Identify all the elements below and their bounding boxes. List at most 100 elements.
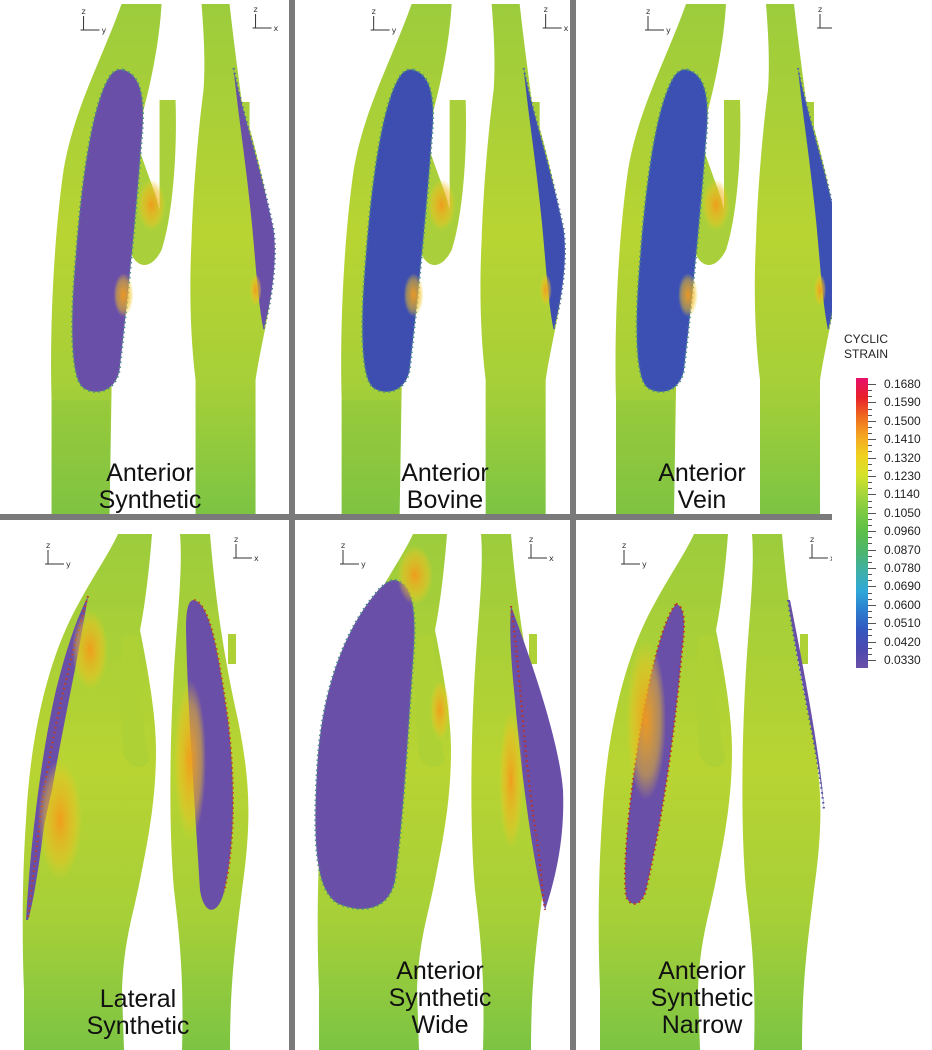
- axis-triad-icon: zy: [340, 541, 366, 569]
- vessel-lower-section: [616, 400, 674, 514]
- axis-triad-icon: zx: [809, 535, 832, 563]
- graft-occluder: [28, 596, 88, 920]
- legend-minor-tick: [868, 482, 872, 484]
- legend-tick-label: 0.1050: [884, 505, 921, 520]
- suture-line: [786, 599, 826, 811]
- legend-tick-label: 0.1320: [884, 450, 921, 465]
- label-line: Synthetic: [98, 486, 202, 514]
- suture-line: [522, 67, 566, 331]
- label-line: Anterior: [396, 957, 484, 985]
- strain-hotspot: [499, 710, 523, 850]
- legend-minor-tick: [868, 629, 872, 631]
- legend-tick-label: 0.0600: [884, 597, 921, 612]
- graft-occluder-side: [510, 606, 564, 910]
- axis-label-horizontal: x: [549, 554, 554, 563]
- axis-triad-icon: zy: [645, 7, 671, 35]
- legend-tick-mark: [868, 604, 876, 606]
- legend-minor-tick: [868, 653, 872, 655]
- label-line: Wide: [411, 1011, 469, 1039]
- legend-minor-tick: [868, 537, 872, 539]
- label-line: Synthetic: [86, 1012, 190, 1040]
- legend-title-line: CYCLIC: [844, 332, 889, 346]
- legend-minor-tick: [868, 610, 872, 612]
- label-line: Synthetic: [388, 984, 492, 1012]
- legend-minor-tick: [868, 543, 872, 545]
- axis-label-horizontal: y: [66, 560, 71, 569]
- legend-tick-label: 0.0420: [884, 634, 921, 649]
- legend-minor-tick: [868, 647, 872, 649]
- label-line: Anterior: [401, 459, 489, 487]
- axis-label-horizontal: x: [830, 554, 832, 563]
- legend-tick-mark: [868, 402, 876, 404]
- suture-line: [232, 67, 276, 331]
- panel-label-anterior-vein: Anterior Vein: [632, 460, 772, 514]
- vessel-branch: [120, 636, 150, 768]
- legend-tick-mark: [868, 439, 876, 441]
- horizontal-divider: [0, 514, 832, 520]
- vessel-branch: [696, 636, 726, 768]
- panel-label-anterior-synthetic: Anterior Synthetic: [80, 460, 220, 514]
- strain-hotspot: [249, 274, 262, 306]
- strain-hotspot: [113, 273, 134, 317]
- legend-tick-mark: [868, 568, 876, 569]
- suture-line: [635, 68, 709, 393]
- legend-minor-tick: [868, 500, 872, 502]
- legend-minor-tick: [868, 426, 872, 428]
- vessel-branch: [694, 100, 741, 265]
- legend-tick-mark: [868, 623, 876, 625]
- legend-tick-label: 0.1140: [884, 487, 920, 502]
- axis-triad-icon: zx: [233, 535, 259, 563]
- legend-tick-label: 0.1410: [884, 432, 921, 447]
- axis-label-horizontal: y: [392, 26, 397, 35]
- axis-label-horizontal: y: [666, 26, 671, 35]
- legend-tick-mark: [868, 660, 876, 661]
- axis-label-horizontal: x: [274, 24, 279, 33]
- legend-minor-tick: [868, 488, 872, 490]
- legend-minor-tick: [868, 463, 872, 465]
- legend-minor-tick: [868, 592, 872, 594]
- legend-minor-tick: [868, 617, 872, 619]
- axis-triad-icon: zy: [45, 541, 71, 569]
- legend-tick-mark: [868, 384, 876, 385]
- legend-minor-tick: [868, 518, 872, 520]
- axis-label-vertical: z: [82, 7, 86, 16]
- axis-label-vertical: z: [529, 535, 533, 544]
- panel-label-anterior-synthetic-wide: Anterior Synthetic Wide: [370, 958, 510, 1039]
- graft-occluder-side: [788, 600, 824, 810]
- legend-tick-label: 0.0960: [884, 524, 921, 539]
- label-line: Anterior: [658, 459, 746, 487]
- axis-triad-icon: zx: [542, 5, 569, 33]
- axis-label-horizontal: y: [361, 560, 366, 569]
- label-line: Bovine: [406, 486, 484, 514]
- legend-minor-tick: [868, 635, 872, 637]
- legend-tick-label: 0.0330: [884, 653, 921, 667]
- legend-tick-mark: [868, 494, 876, 496]
- vessel-lower-section: [51, 400, 110, 514]
- vessel-branch: [129, 100, 176, 265]
- legend-tick-mark: [868, 420, 876, 422]
- strain-hotspot: [539, 274, 552, 306]
- legend-color-bar: [856, 378, 868, 668]
- panel-label-anterior-bovine: Anterior Bovine: [375, 460, 515, 514]
- axis-label-vertical: z: [234, 535, 238, 544]
- label-line: Vein: [677, 486, 727, 514]
- label-line: Anterior: [658, 957, 746, 985]
- strain-hotspot: [702, 179, 730, 231]
- legend-minor-tick: [868, 451, 872, 453]
- suture-line: [71, 68, 145, 393]
- axis-label-horizontal: x: [564, 24, 569, 33]
- label-line: Anterior: [106, 459, 194, 487]
- legend-minor-tick: [868, 506, 872, 508]
- vessel-branch: [419, 100, 467, 265]
- axis-triad-icon: zy: [370, 7, 397, 35]
- axis-label-vertical: z: [818, 5, 822, 14]
- axis-triad-icon: zx: [528, 535, 554, 563]
- legend-minor-tick: [868, 555, 872, 557]
- strain-hotspot: [430, 680, 450, 740]
- suture-line: [509, 605, 547, 911]
- vertical-divider-left: [289, 0, 295, 1050]
